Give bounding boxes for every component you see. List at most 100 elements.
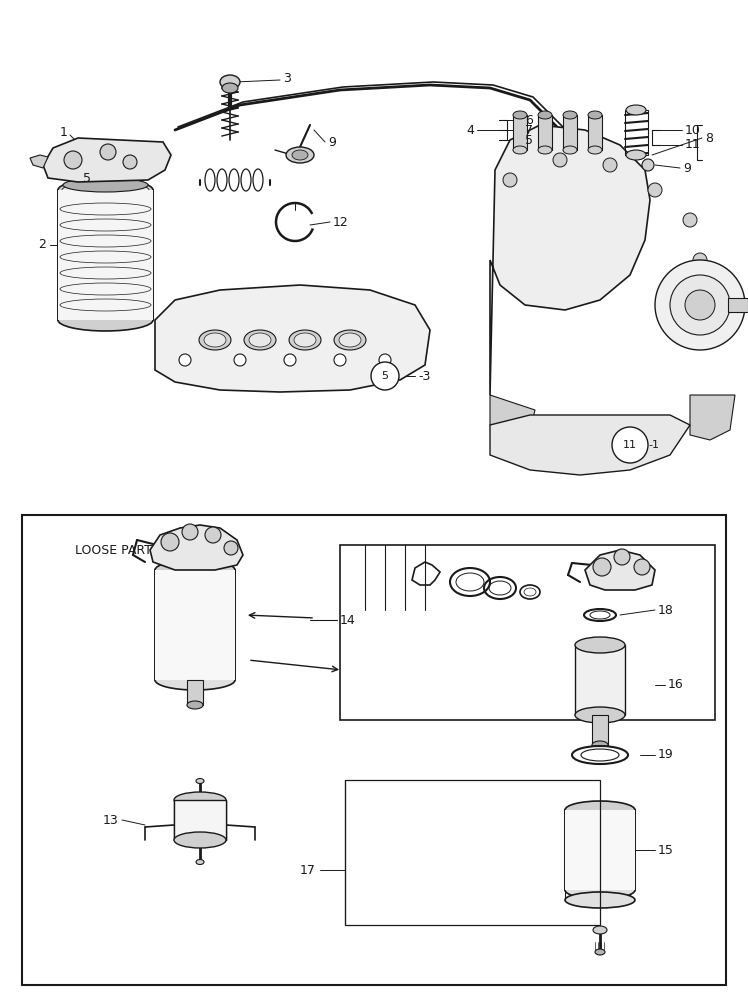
Ellipse shape	[538, 111, 552, 119]
Polygon shape	[585, 550, 655, 590]
Polygon shape	[155, 285, 430, 392]
Ellipse shape	[286, 147, 314, 163]
Circle shape	[64, 151, 82, 169]
Circle shape	[205, 527, 221, 543]
Text: 4: 4	[466, 123, 474, 136]
Ellipse shape	[588, 146, 602, 154]
Bar	[575, 645, 625, 715]
Circle shape	[284, 354, 296, 366]
Ellipse shape	[244, 330, 276, 350]
Text: 5: 5	[83, 172, 91, 184]
Circle shape	[224, 541, 238, 555]
Circle shape	[553, 153, 567, 167]
Text: 18: 18	[658, 603, 674, 616]
Circle shape	[693, 253, 707, 267]
Ellipse shape	[222, 83, 238, 93]
Ellipse shape	[155, 560, 235, 580]
Circle shape	[685, 290, 715, 320]
Circle shape	[642, 159, 654, 171]
Circle shape	[334, 354, 346, 366]
Ellipse shape	[572, 746, 628, 764]
Ellipse shape	[595, 949, 605, 955]
Text: 6: 6	[525, 113, 533, 126]
Polygon shape	[490, 125, 650, 395]
Ellipse shape	[575, 707, 625, 723]
Ellipse shape	[626, 150, 646, 160]
Bar	[513, 115, 527, 150]
Circle shape	[161, 533, 179, 551]
Text: 7: 7	[525, 123, 533, 136]
Polygon shape	[490, 415, 690, 475]
Ellipse shape	[58, 179, 153, 201]
Ellipse shape	[339, 333, 361, 347]
Bar	[187, 680, 203, 705]
Bar	[592, 715, 608, 745]
Ellipse shape	[196, 778, 204, 784]
Circle shape	[234, 354, 246, 366]
Text: 11: 11	[623, 440, 637, 450]
Text: 16: 16	[668, 678, 684, 692]
Circle shape	[100, 144, 116, 160]
Ellipse shape	[538, 146, 552, 154]
Ellipse shape	[565, 892, 635, 908]
Text: 17: 17	[300, 863, 316, 876]
Ellipse shape	[593, 926, 607, 934]
Text: -3: -3	[418, 369, 430, 382]
Ellipse shape	[199, 330, 231, 350]
Bar	[565, 810, 635, 890]
Circle shape	[634, 559, 650, 575]
Bar	[728, 298, 748, 312]
Bar	[538, 115, 552, 150]
Ellipse shape	[563, 111, 577, 119]
Ellipse shape	[626, 105, 646, 115]
Bar	[340, 545, 715, 720]
Ellipse shape	[155, 670, 235, 690]
Ellipse shape	[334, 330, 366, 350]
Bar	[58, 190, 153, 320]
Bar	[155, 570, 235, 680]
Ellipse shape	[289, 330, 321, 350]
Circle shape	[593, 558, 611, 576]
Ellipse shape	[62, 182, 149, 198]
Polygon shape	[150, 525, 243, 570]
Circle shape	[673, 293, 687, 307]
Ellipse shape	[249, 333, 271, 347]
Text: 11: 11	[685, 138, 701, 151]
Circle shape	[503, 173, 517, 187]
Bar	[563, 115, 577, 150]
Ellipse shape	[584, 609, 616, 621]
Text: LOOSE PARTS: LOOSE PARTS	[75, 544, 160, 556]
Ellipse shape	[174, 832, 226, 848]
Ellipse shape	[204, 333, 226, 347]
Text: 15: 15	[658, 844, 674, 856]
Circle shape	[123, 155, 137, 169]
Circle shape	[670, 275, 730, 335]
Bar	[22, 515, 726, 985]
Ellipse shape	[565, 801, 635, 819]
Ellipse shape	[187, 701, 203, 709]
Text: 8: 8	[705, 131, 713, 144]
Circle shape	[179, 354, 191, 366]
Circle shape	[182, 524, 198, 540]
Bar	[174, 800, 226, 840]
Ellipse shape	[565, 881, 635, 899]
Text: 5: 5	[381, 371, 388, 381]
Circle shape	[655, 260, 745, 350]
Text: -1: -1	[648, 440, 659, 450]
Ellipse shape	[292, 150, 308, 160]
Ellipse shape	[196, 859, 204, 864]
Circle shape	[614, 549, 630, 565]
Text: 10: 10	[685, 123, 701, 136]
Ellipse shape	[294, 333, 316, 347]
Ellipse shape	[513, 146, 527, 154]
Circle shape	[612, 427, 648, 463]
Ellipse shape	[63, 178, 148, 192]
Text: 1: 1	[60, 125, 68, 138]
Ellipse shape	[220, 75, 240, 89]
Text: 19: 19	[658, 748, 674, 762]
Ellipse shape	[58, 309, 153, 331]
Ellipse shape	[513, 111, 527, 119]
Circle shape	[379, 354, 391, 366]
Ellipse shape	[174, 792, 226, 808]
Circle shape	[683, 213, 697, 227]
